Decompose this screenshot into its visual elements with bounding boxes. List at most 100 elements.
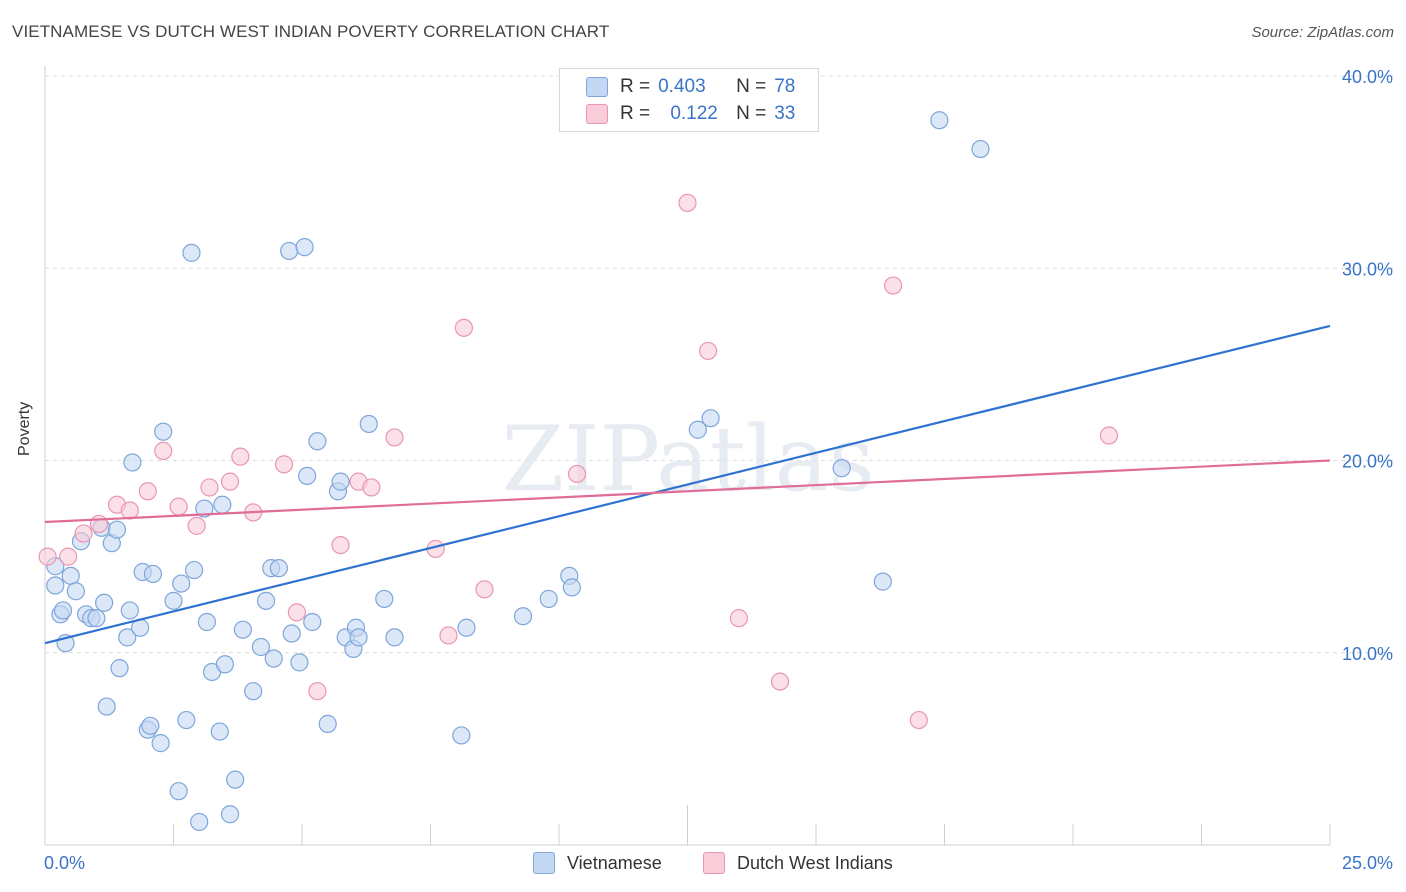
dutch-west-indians-point [274,455,294,474]
vietnamese-point [87,609,106,628]
vietnamese-point [385,628,404,647]
vietnamese-point [164,591,183,610]
vietnamese-point [290,653,309,672]
dutch-west-indians-point [200,478,219,497]
vietnamese-point [107,520,127,539]
vietnamese-points [46,111,990,832]
dutch-west-indians-point [729,609,749,628]
vietnamese-point [172,574,191,593]
dutch-west-indians-point [120,501,139,520]
vietnamese-point [971,139,990,159]
vietnamese-point [701,409,720,428]
vietnamese-point [269,559,288,578]
trend-lines [44,324,1331,645]
y-tick-label: 40.0% [1342,67,1393,87]
y-tick-label: 30.0% [1342,259,1393,279]
vietnamese-point [873,572,892,591]
vietnamese-point [182,243,201,262]
series-legend-dutch-west-indians[interactable]: Dutch West Indians [703,852,893,874]
vietnamese-point [154,422,173,441]
legend-row-dutch-west-indians: R = 0.122 N = 33 [586,101,795,127]
vietnamese-point [233,620,252,639]
vietnamese-point [190,812,209,832]
legend-n-label: N = [736,103,767,124]
x-tick-label: 25.0% [1342,853,1393,873]
vietnamese-point [151,734,170,753]
vietnamese-trend-line [44,324,1331,645]
watermark: ZIPatlas [501,407,874,512]
dutch-west-indians-point [362,478,381,497]
vietnamese-point [280,241,299,261]
dutch-west-indians-point [678,193,697,212]
vietnamese-point [930,111,949,130]
dutch-west-indians-point [308,682,327,701]
vietnamese-point [184,560,204,580]
dutch-west-indians-points [38,193,1119,730]
legend-swatch-blue [586,77,608,97]
legend-n-label: N = [736,76,767,97]
vietnamese-point [53,601,73,620]
vietnamese-point [143,564,163,584]
series-swatch-pink [703,852,725,874]
vietnamese-point [61,566,80,585]
y-tick-label: 20.0% [1342,452,1393,472]
legend-r-label: R = [620,76,651,97]
vietnamese-point [295,238,314,257]
y-axis-title: Poverty [16,401,33,456]
axes [44,66,1331,846]
dutch-west-indians-trend-line [44,459,1331,524]
dutch-west-indians-point [287,603,306,622]
source-credit: Source: ZipAtlas.com [1251,24,1394,41]
dutch-west-indians-point [698,341,718,361]
series-name: Dutch West Indians [737,852,893,873]
vietnamese-point [118,628,137,647]
vietnamese-point [213,495,232,514]
vietnamese-point [688,420,707,439]
vietnamese-point [832,459,851,478]
series-swatch-blue [533,852,555,874]
dutch-west-indians-point [169,497,188,516]
vietnamese-point [169,782,188,801]
y-tick-label: 10.0% [1342,644,1393,664]
vietnamese-point [120,601,139,620]
dutch-west-indians-point [74,524,93,543]
legend-r-label: R = [620,103,651,124]
vietnamese-point [97,697,116,716]
vietnamese-point [251,637,270,657]
series-legend-vietnamese[interactable]: Vietnamese [533,852,662,874]
legend-row-vietnamese: R = 0.403 N = 78 [586,74,795,100]
dutch-west-indians-point [439,626,458,645]
vietnamese-point [457,618,476,637]
chart-title: VIETNAMESE VS DUTCH WEST INDIAN POVERTY … [12,22,610,41]
vietnamese-point [375,589,394,609]
vietnamese-point [452,726,471,745]
dutch-west-indians-point [220,472,240,491]
vietnamese-point [303,612,322,632]
vietnamese-point [256,591,276,610]
dutch-west-indians-point [59,547,78,566]
vietnamese-point [195,499,214,518]
tick-labels: 10.0% 20.0% 30.0% 40.0% 0.0% 25.0% [44,67,1393,873]
correlation-legend: R = 0.403 N = 78 R = 0.122 N = 33 [559,68,819,132]
x-tick-label: 0.0% [44,853,85,873]
vietnamese-point [197,612,217,632]
dutch-west-indians-point [154,441,173,460]
dutch-west-indians-point [231,447,250,466]
gridlines [45,75,1395,654]
vietnamese-point [331,472,350,491]
vietnamese-point [226,770,245,789]
dutch-west-indians-point [89,514,109,534]
vietnamese-point [318,714,337,733]
vietnamese-point [264,649,283,668]
vietnamese-point [66,582,85,601]
dutch-west-indians-point [138,482,157,501]
vietnamese-point [220,805,240,824]
legend-r-value: 0.403 [658,76,706,97]
dutch-west-indians-point [38,547,57,566]
vietnamese-point [244,682,263,701]
dutch-west-indians-point [770,672,790,691]
dutch-west-indians-point [1099,426,1119,445]
dutch-west-indians-point [454,318,474,337]
vietnamese-point [349,628,368,647]
